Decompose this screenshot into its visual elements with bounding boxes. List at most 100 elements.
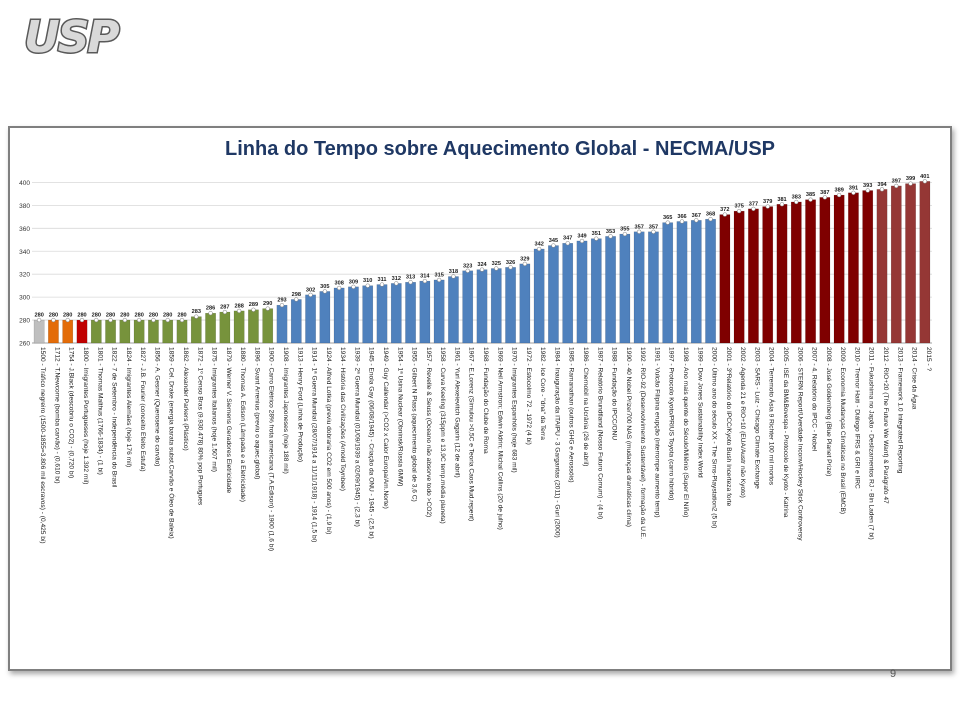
bar-value-label: 283: [192, 309, 201, 315]
bar-top-marker: [351, 284, 356, 289]
bar: [705, 218, 716, 344]
bar: [619, 233, 631, 344]
bar-top-marker: [294, 297, 299, 302]
bar: [733, 210, 745, 344]
bar-top-marker: [622, 231, 628, 237]
bar: [505, 267, 516, 344]
bar-value-label: 280: [120, 313, 129, 319]
bar-top-marker: [222, 309, 228, 315]
x-category-label: 2014 - Crise da Água: [911, 347, 920, 410]
bar-top-marker: [836, 192, 842, 198]
bar-top-marker: [594, 236, 599, 241]
bar: [633, 231, 645, 344]
bar-value-label: 401: [920, 174, 929, 180]
bar: [490, 268, 502, 344]
bar-value-label: 286: [206, 306, 215, 312]
x-category-label: 1801 - Thomas Malthus (1766-1834) - (1 b…: [96, 347, 103, 475]
bar-top-marker: [422, 278, 428, 284]
x-category-label: 1913 - Henry Ford (Linha de Produção): [296, 347, 303, 462]
bar: [905, 183, 916, 344]
bar-value-label: 280: [34, 313, 43, 319]
bar-top-marker: [751, 206, 756, 211]
x-category-label: 1999 - Dow Jones Sustainability Index Wo…: [696, 347, 703, 478]
bar-top-marker: [736, 208, 742, 214]
bar: [90, 319, 102, 344]
bar: [719, 214, 731, 344]
y-tick-label: 380: [19, 203, 30, 210]
x-category-label: 1949 - Guy Callendar (>CO2 x Calor Europ…: [382, 347, 389, 509]
bar: [348, 286, 359, 344]
bar-value-label: 323: [463, 263, 472, 269]
bar-top-marker: [694, 218, 699, 223]
x-category-label: 1914 - 1ª Guerra Mundial (28/07/1914 a 1…: [311, 347, 318, 542]
x-category-label: 1880 - Thomas A. Edison (Lâmpada e a Ele…: [239, 347, 246, 502]
bar: [148, 319, 159, 344]
bar-top-marker: [436, 277, 442, 283]
bar-value-label: 383: [792, 194, 801, 200]
y-tick-label: 400: [19, 180, 30, 187]
x-category-label: 1754 - J.Black (descobriu o CO2) - (0,72…: [68, 347, 75, 478]
bar: [690, 220, 702, 344]
bar-value-label: 351: [592, 231, 601, 237]
x-category-label: 2003 - SARS - Luiz - Chicago Climate Exc…: [753, 347, 760, 489]
bar-value-label: 357: [649, 224, 658, 230]
bar-top-marker: [408, 280, 413, 285]
x-category-label: 1939 - 2ª Guerra Mundial (01/09/1939 a 0…: [353, 347, 360, 527]
x-category-label: 2005 - ISE da BM&Bovespa - Protocolo de …: [782, 347, 789, 518]
bar-value-label: 397: [892, 178, 901, 184]
bar: [433, 279, 445, 344]
x-category-label: 1982 - Ice Core - "dna" da Terra: [539, 347, 546, 440]
bar: [219, 311, 231, 344]
bar-top-marker: [265, 306, 270, 311]
x-category-label: 1875 - Imigrantes Italianos (hoje 1.507 …: [211, 347, 218, 472]
bar-top-marker: [122, 317, 128, 323]
x-category-label: 1967 - E.Lorenz (Simulou >0,5C e Teoria …: [468, 347, 475, 521]
bar-value-label: 399: [906, 176, 915, 182]
bar-top-marker: [508, 265, 513, 270]
bar-value-label: 372: [720, 207, 729, 213]
bar-top-marker: [322, 289, 328, 294]
bar-top-marker: [94, 317, 99, 323]
x-category-label: 1954 - 1ª Usina Nuclear (Obninsk/Rússia …: [396, 347, 403, 487]
bar: [133, 319, 145, 344]
bar-value-label: 394: [877, 182, 887, 188]
x-category-label: 1712 - T.Newcome (bomba carvão) - (0,610…: [53, 347, 60, 484]
bar: [862, 190, 874, 344]
bar-top-marker: [451, 274, 456, 279]
y-tick-label: 260: [19, 341, 30, 348]
bar-top-marker: [151, 317, 156, 323]
x-category-label: 1824 - Imigrantes Alemães (hoje 176 mil): [125, 347, 132, 467]
bar-value-label: 377: [749, 201, 758, 207]
bar: [919, 181, 931, 344]
x-category-label: 1997 - Protocolo Kyoto/PRIUS Toyota (car…: [668, 347, 675, 500]
x-category-label: 1827 - J.B. Fourier (conceito Efeito Est…: [139, 347, 146, 472]
bar: [176, 319, 188, 344]
bar: [790, 201, 802, 344]
x-category-label: 2013 - Framework 1.0 Integrated Reportin…: [896, 347, 903, 474]
bar-top-marker: [208, 311, 213, 316]
bar: [419, 280, 431, 344]
bar: [390, 283, 402, 344]
bar-value-label: 368: [706, 212, 715, 218]
bar-value-label: 389: [834, 188, 843, 194]
x-category-label: 1987 - Relatório Brundtland (Nosso Futur…: [596, 347, 603, 519]
x-category-label: 1958 - Curva Keeling (315ppm e 13,9C tem…: [439, 347, 446, 524]
bar-value-label: 293: [277, 298, 286, 304]
bar-top-marker: [136, 317, 142, 323]
bar: [119, 319, 131, 344]
x-category-label: 1955 - Gilbert N Plass (aquecimento glob…: [411, 347, 418, 502]
x-category-label: 1991 - Vulcão Filipina erupção (interrom…: [653, 347, 660, 518]
bar-top-marker: [908, 181, 913, 186]
bar: [590, 238, 602, 344]
x-category-label: 1985 - Ramanathan (outros GHG e Aerossói…: [568, 347, 575, 483]
y-tick-label: 280: [19, 318, 30, 325]
bar-value-label: 280: [134, 313, 143, 319]
x-category-label: 1992 - RIO-92 (Desenvolvimento Sustentáv…: [639, 347, 646, 539]
bar-value-label: 357: [634, 224, 643, 230]
bar-top-marker: [479, 267, 485, 272]
bar-value-label: 305: [320, 284, 329, 290]
x-category-label: 1934 - História das Civilizações (Arnold…: [339, 347, 346, 491]
bar-value-label: 345: [549, 238, 558, 244]
bar: [333, 287, 345, 344]
x-category-label: 2012 - RIO+20 (The Future We Want) & Par…: [882, 347, 889, 504]
